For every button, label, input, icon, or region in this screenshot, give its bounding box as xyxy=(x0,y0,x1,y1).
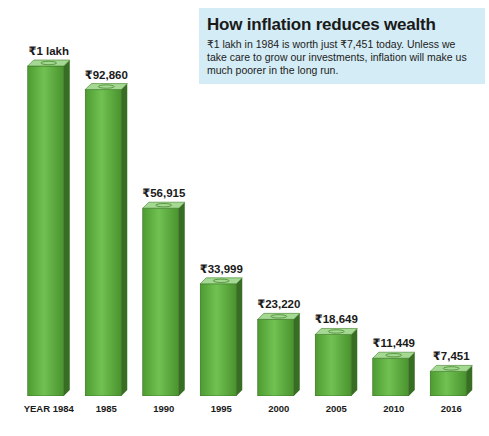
labels: ₹1 lakh YEAR 1984 ₹92,860 1985 ₹56,915 1990 ₹3… xyxy=(24,45,471,414)
bar-top-band xyxy=(213,279,229,282)
data-label: ₹56,915 xyxy=(142,187,186,199)
bar-side xyxy=(409,352,415,396)
bar-top-band xyxy=(443,367,459,370)
bar-top xyxy=(200,278,242,284)
x-tick-label: 1985 xyxy=(96,403,118,414)
bar xyxy=(315,334,351,396)
bar-top xyxy=(143,202,185,208)
bar xyxy=(373,358,409,396)
bar xyxy=(430,371,466,396)
bar xyxy=(143,208,179,396)
bar-top-band xyxy=(271,315,287,318)
data-label: ₹1 lakh xyxy=(28,45,69,57)
bar-side xyxy=(294,313,300,396)
title: How inflation reduces wealth xyxy=(207,14,477,35)
bar xyxy=(200,284,236,396)
data-label: ₹11,449 xyxy=(372,337,415,349)
bar-top xyxy=(373,352,415,358)
data-label: ₹92,860 xyxy=(85,69,128,81)
x-tick-label: 1990 xyxy=(153,403,174,414)
title-box: How inflation reduces wealth ₹1 lakh in … xyxy=(199,8,485,84)
bar-side xyxy=(64,60,70,396)
bar-top xyxy=(85,84,127,90)
x-tick-label: 2005 xyxy=(326,403,348,414)
data-label: ₹23,220 xyxy=(257,298,300,310)
x-tick-label: 1995 xyxy=(211,403,233,414)
bar-top-band xyxy=(156,204,172,207)
x-tick-label: YEAR 1984 xyxy=(24,403,75,414)
bar-top-band xyxy=(41,61,57,64)
bar-top-band xyxy=(386,354,402,357)
bar-top xyxy=(315,328,357,334)
bar-side xyxy=(179,202,185,396)
bar-top xyxy=(430,365,472,371)
bar-top xyxy=(28,60,70,66)
bar-top-band xyxy=(328,330,344,333)
bar xyxy=(28,66,64,396)
data-label: ₹33,999 xyxy=(200,263,243,275)
bar-top-band xyxy=(98,85,114,88)
bar-side xyxy=(236,278,242,396)
page: ₹1 lakh YEAR 1984 ₹92,860 1985 ₹56,915 1990 ₹3… xyxy=(0,0,489,436)
x-tick-label: 2010 xyxy=(383,403,404,414)
bar-side xyxy=(351,328,357,396)
bar xyxy=(258,319,294,396)
x-tick-label: 2016 xyxy=(441,403,462,414)
bar-top xyxy=(258,313,300,319)
bar-side xyxy=(121,84,127,396)
x-tick-label: 2000 xyxy=(268,403,289,414)
data-label: ₹18,649 xyxy=(315,313,358,325)
bars xyxy=(28,60,473,396)
data-label: ₹7,451 xyxy=(433,350,470,362)
subtitle: ₹1 lakh in 1984 is worth just ₹7,451 tod… xyxy=(207,38,477,77)
bar xyxy=(85,90,121,396)
